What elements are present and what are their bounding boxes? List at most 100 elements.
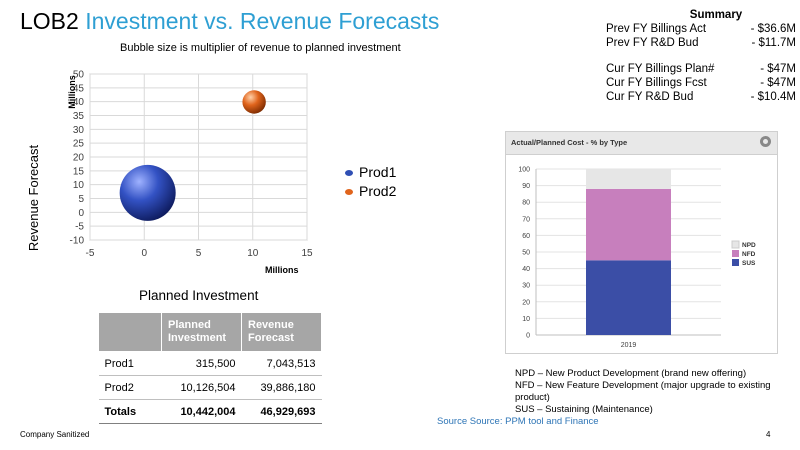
y-tick-label: 80: [522, 200, 530, 207]
y-tick-label: 100: [518, 167, 530, 174]
column-header: Planned Investment: [161, 312, 242, 352]
y-tick-label: 10: [73, 180, 85, 191]
legend-label: Prod2: [359, 183, 397, 199]
table-cell: Totals: [98, 399, 162, 424]
summary-value: - $47M: [760, 77, 796, 89]
legend-swatch-npd: [731, 240, 740, 249]
table-cell: 315,500: [161, 351, 242, 376]
legend-label: NPD: [742, 242, 756, 249]
table-cell: 10,126,504: [161, 375, 242, 400]
y-tick-label: 0: [78, 208, 84, 219]
summary-value: - $11.7M: [751, 37, 796, 49]
y-tick-label: 30: [522, 283, 530, 290]
summary-label: Prev FY Billings Act: [606, 23, 707, 35]
y-tick-label: 30: [73, 125, 85, 136]
y-tick-label: 25: [73, 139, 85, 150]
bar-segment-sus: [586, 260, 671, 335]
y-tick-label: 20: [522, 299, 530, 306]
definition-item: SUS – Sustaining (Maintenance): [515, 404, 653, 415]
legend-item-prod2: Prod2: [345, 182, 396, 201]
y-tick-label: 40: [73, 97, 85, 108]
legend-swatch-prod1: [345, 169, 353, 176]
bubble-chart-grid: [89, 73, 308, 241]
bubble-chart-x-ticks: -5 0 5 10 15: [86, 248, 313, 259]
legend-swatch-sus: [732, 259, 739, 266]
summary-value: - $36.6M: [750, 23, 796, 35]
table-row: Prod1 315,500 7,043,513: [98, 351, 322, 376]
legend-item-prod1: Prod1: [345, 163, 396, 182]
bubble-prod1: [119, 164, 176, 221]
legend-label: NFD: [742, 251, 756, 258]
summary-value: - $47M: [760, 63, 796, 75]
footer-text: Company Sanitized: [20, 430, 90, 439]
bubble-chart-bubbles: [119, 90, 266, 221]
x-tick-label: 0: [141, 248, 147, 259]
summary-value: - $10.4M: [750, 91, 796, 103]
x-axis-units: Millions: [265, 265, 299, 275]
summary-row: Prev FY R&D Bud - $11.7M: [606, 36, 796, 50]
legend-swatch-prod2: [345, 188, 353, 195]
y-tick-label: 10: [522, 316, 530, 323]
summary-row: Cur FY Billings Fcst - $47M: [606, 76, 796, 90]
summary-label: Cur FY Billings Fcst: [606, 77, 707, 89]
y-axis-units: Millions: [67, 75, 77, 109]
table-header-row: Planned Investment Revenue Forecast: [98, 312, 322, 352]
y-tick-label: -5: [75, 222, 84, 233]
definition-item: NFD – New Feature Development (major upg…: [515, 380, 771, 403]
y-tick-label: 70: [522, 216, 530, 223]
cost-chart-panel: Actual/Planned Cost - % by Type 100 90 80 7…: [505, 131, 778, 354]
title-lead: LOB2: [20, 8, 79, 34]
column-header: [98, 312, 162, 352]
x-tick-label: -5: [86, 248, 95, 259]
bubble-chart-legend: Prod1 Prod2: [345, 163, 396, 201]
table-cell: Prod1: [98, 351, 162, 376]
summary-row: Cur FY R&D Bud - $10.4M: [606, 90, 796, 104]
summary-label: Prev FY R&D Bud: [606, 37, 699, 49]
y-tick-label: 50: [73, 70, 85, 81]
y-axis-label: Revenue Forecast: [26, 145, 41, 252]
gear-icon[interactable]: [760, 136, 771, 147]
bubble-prod2: [242, 90, 266, 114]
investment-table: Planned Investment Revenue Forecast Prod…: [98, 312, 322, 424]
bar-segment-npd: [586, 169, 671, 189]
definition-item: NPD – New Product Development (brand new…: [515, 368, 747, 379]
bar-chart-legend: NPD NFD SUS: [731, 240, 756, 267]
y-tick-label: 50: [522, 250, 530, 257]
y-tick-label: 35: [73, 111, 85, 122]
y-tick-label: 45: [73, 83, 85, 94]
x-tick-label: 2019: [621, 342, 637, 349]
page-number: 4: [766, 430, 771, 439]
bar-segment-nfd: [586, 188, 671, 261]
summary-row: Cur FY Billings Plan# - $47M: [606, 62, 796, 76]
x-tick-label: 5: [196, 248, 202, 259]
x-tick-label: 15: [301, 248, 313, 259]
type-definitions: NPD – New Product Development (brand new…: [515, 368, 800, 416]
y-tick-label: -10: [70, 236, 85, 247]
column-header: Revenue Forecast: [241, 312, 322, 352]
y-tick-label: 15: [73, 166, 85, 177]
source-note: Source Source: PPM tool and Finance: [437, 416, 599, 427]
table-cell: 7,043,513: [241, 351, 322, 376]
summary-box: Summary Prev FY Billings Act - $36.6M Pre…: [606, 8, 796, 104]
table-cell: 46,929,693: [241, 399, 322, 424]
bar-chart-bars: [586, 169, 671, 335]
y-tick-label: 0: [526, 333, 530, 340]
y-tick-label: 5: [78, 194, 84, 205]
table-cell: Prod2: [98, 375, 162, 400]
bubble-size-note: Bubble size is multiplier of revenue to …: [120, 42, 401, 54]
table-totals-row: Totals 10,442,004 46,929,693: [98, 399, 322, 424]
y-tick-label: 40: [522, 266, 530, 273]
panel-title: Actual/Planned Cost - % by Type: [511, 138, 628, 147]
table-row: Prod2 10,126,504 39,886,180: [98, 375, 322, 400]
x-tick-label: 10: [247, 248, 259, 259]
summary-row: Prev FY Billings Act - $36.6M: [606, 22, 796, 36]
table-cell: 39,886,180: [241, 375, 322, 400]
investment-table-heading: Planned Investment: [139, 288, 259, 303]
summary-label: Cur FY Billings Plan#: [606, 63, 715, 75]
y-tick-label: 90: [522, 183, 530, 190]
summary-heading: Summary: [689, 9, 743, 21]
